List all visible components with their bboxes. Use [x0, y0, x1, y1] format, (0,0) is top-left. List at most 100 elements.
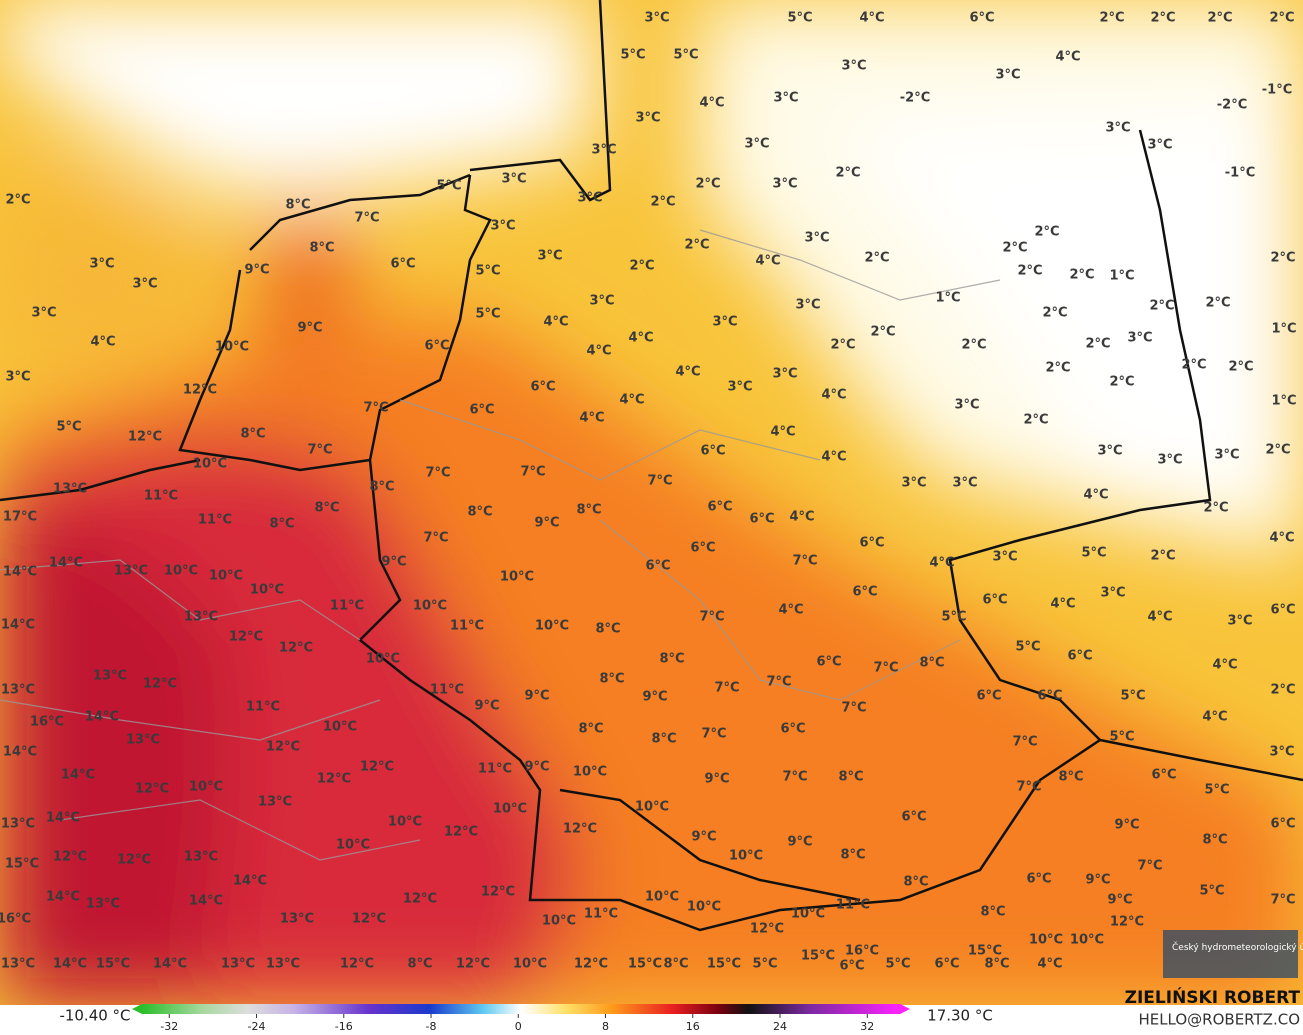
temperature-label: 14°C	[53, 957, 87, 972]
temperature-label: 2°C	[1181, 358, 1206, 373]
temperature-label: 8°C	[578, 722, 603, 737]
temperature-label: 3°C	[901, 476, 926, 491]
temperature-label: 7°C	[425, 466, 450, 481]
temperature-label: 12°C	[183, 383, 217, 398]
colorbar-tick-label: -24	[248, 1020, 266, 1033]
temperature-label: 4°C	[821, 450, 846, 465]
temperature-label: 11°C	[584, 907, 618, 922]
temperature-label: 2°C	[1150, 11, 1175, 26]
temperature-label: -1°C	[1225, 166, 1255, 181]
temperature-label: 12°C	[53, 850, 87, 865]
temperature-label: 4°C	[586, 344, 611, 359]
temperature-label: 6°C	[1270, 603, 1295, 618]
temperature-label: 6°C	[852, 585, 877, 600]
temperature-label: 5°C	[1109, 730, 1134, 745]
temperature-label: 10°C	[513, 957, 547, 972]
temperature-label: 3°C	[635, 111, 660, 126]
temperature-label: 1°C	[1271, 394, 1296, 409]
temperature-label: 11°C	[430, 683, 464, 698]
temperature-label: 4°C	[579, 411, 604, 426]
temperature-label: 5°C	[620, 48, 645, 63]
temperature-label: 13°C	[266, 957, 300, 972]
temperature-label: 12°C	[360, 760, 394, 775]
temperature-label: 14°C	[233, 874, 267, 889]
temperature-label: 7°C	[714, 681, 739, 696]
temperature-label: 4°C	[1212, 658, 1237, 673]
temperature-label: 13°C	[126, 733, 160, 748]
temperature-label: 9°C	[474, 699, 499, 714]
temperature-label: 12°C	[266, 740, 300, 755]
temperature-label: 3°C	[132, 277, 157, 292]
temperature-label: 1°C	[1109, 269, 1134, 284]
temperature-label: 10°C	[215, 340, 249, 355]
temperature-label: 2°C	[830, 338, 855, 353]
temperature-label: 4°C	[619, 393, 644, 408]
temperature-label: 3°C	[89, 257, 114, 272]
temperature-label: 10°C	[493, 802, 527, 817]
region-lines	[0, 229, 1001, 861]
colorbar-tick-label: 32	[860, 1020, 874, 1033]
temperature-label: 2°C	[1042, 306, 1067, 321]
temperature-label: 7°C	[766, 675, 791, 690]
temperature-label: 6°C	[976, 689, 1001, 704]
temperature-label: 9°C	[642, 690, 667, 705]
temperature-label: 10°C	[535, 619, 569, 634]
temperature-label: 2°C	[1045, 361, 1070, 376]
temperature-label: 6°C	[469, 403, 494, 418]
temperature-label: 3°C	[5, 370, 30, 385]
colorbar-end	[132, 1004, 142, 1014]
temperature-label: 9°C	[524, 689, 549, 704]
temperature-label: 8°C	[407, 957, 432, 972]
temperature-label: 2°C	[629, 259, 654, 274]
temperature-label: 4°C	[778, 603, 803, 618]
colorbar-tick-label: 24	[773, 1020, 787, 1033]
temperature-label: 5°C	[1120, 689, 1145, 704]
temperature-label: 4°C	[699, 96, 724, 111]
temperature-label: 12°C	[340, 957, 374, 972]
temperature-label: 4°C	[1269, 531, 1294, 546]
logo-text: Český hydrometeorologický ústav	[1172, 941, 1303, 953]
temperature-label: 7°C	[354, 211, 379, 226]
temperature-label: 9°C	[297, 321, 322, 336]
colorbar-tick-label: 16	[686, 1020, 700, 1033]
colorbar-tick-label: 0	[515, 1020, 522, 1033]
temperature-label: 5°C	[941, 610, 966, 625]
temperature-label: 4°C	[821, 388, 846, 403]
temperature-label: 3°C	[772, 367, 797, 382]
temperature-label: 3°C	[1100, 586, 1125, 601]
temperature-label: 14°C	[3, 745, 37, 760]
temperature-label: 5°C	[885, 957, 910, 972]
temperature-label: 3°C	[1127, 331, 1152, 346]
temperature-label: 13°C	[114, 564, 148, 579]
temperature-label: 14°C	[61, 768, 95, 783]
temperature-label: 7°C	[782, 770, 807, 785]
temperature-label: 2°C	[1023, 413, 1048, 428]
temperature-label: 9°C	[1114, 818, 1139, 833]
temperature-label: 10°C	[729, 849, 763, 864]
temperature-label: 10°C	[542, 914, 576, 929]
temperature-label: 12°C	[456, 957, 490, 972]
temperature-label: 5°C	[1081, 546, 1106, 561]
temperature-label: 4°C	[1147, 610, 1172, 625]
temperature-label: 3°C	[501, 172, 526, 187]
temperature-label: 13°C	[221, 957, 255, 972]
temperature-label: 8°C	[838, 770, 863, 785]
temperature-label: 2°C	[864, 251, 889, 266]
temperature-label: 6°C	[749, 512, 774, 527]
temperature-label: 10°C	[500, 570, 534, 585]
temperature-label: 7°C	[307, 443, 332, 458]
temperature-label: 7°C	[423, 531, 448, 546]
temperature-label: 12°C	[128, 430, 162, 445]
temperature-label: 10°C	[209, 569, 243, 584]
temperature-label: 13°C	[184, 610, 218, 625]
temperature-label: 3°C	[1269, 745, 1294, 760]
temperature-label: 2°C	[1109, 375, 1134, 390]
temperature-label: 2°C	[835, 166, 860, 181]
temperature-label: 9°C	[704, 772, 729, 787]
temperature-label: 10°C	[164, 564, 198, 579]
temperature-label: 10°C	[413, 599, 447, 614]
temperature-label: 3°C	[591, 143, 616, 158]
temperature-label: 3°C	[772, 177, 797, 192]
temperature-label: 4°C	[628, 331, 653, 346]
temperature-label: 2°C	[1207, 11, 1232, 26]
